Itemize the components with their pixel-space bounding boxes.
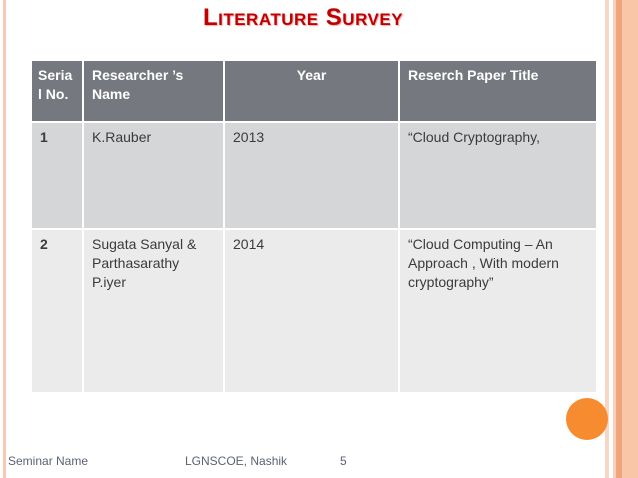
header-paper-title: Reserch Paper Title bbox=[398, 59, 598, 123]
orange-circle-decoration bbox=[566, 398, 608, 440]
header-researcher-name: Researcher ’s Name bbox=[82, 59, 225, 123]
cell-serial: 1 bbox=[30, 121, 84, 230]
footer-seminar-name: Seminar Name bbox=[8, 454, 89, 468]
title-container: Literature Survey bbox=[0, 4, 606, 32]
cell-paper-title: “Cloud Cryptography, bbox=[398, 121, 598, 230]
right-accent-stripe-4 bbox=[622, 0, 638, 478]
cell-year: 2013 bbox=[223, 121, 400, 230]
cell-serial: 2 bbox=[30, 228, 84, 394]
header-year: Year bbox=[223, 59, 400, 123]
table-row: 1 K.Rauber 2013 “Cloud Cryptography, bbox=[30, 121, 598, 230]
right-accent-stripe-3 bbox=[616, 0, 622, 478]
footer-institute: LGNSCOE, Nashik bbox=[185, 454, 288, 468]
right-accent-stripe-1 bbox=[605, 0, 609, 478]
header-serial-no: Seria l No. bbox=[30, 59, 84, 123]
cell-researcher: K.Rauber bbox=[82, 121, 225, 230]
left-accent-stripe bbox=[3, 0, 6, 478]
page-title: Literature Survey bbox=[202, 4, 404, 31]
cell-researcher: Sugata Sanyal & Parthasarathy P.iyer bbox=[82, 228, 225, 394]
table-row: 2 Sugata Sanyal & Parthasarathy P.iyer 2… bbox=[30, 228, 598, 394]
right-accent-stripe-2 bbox=[613, 0, 616, 478]
footer-page-number: 5 bbox=[340, 454, 347, 468]
cell-year: 2014 bbox=[223, 228, 400, 394]
table-header-row: Seria l No. Researcher ’s Name Year Rese… bbox=[30, 59, 598, 123]
literature-survey-table: Seria l No. Researcher ’s Name Year Rese… bbox=[30, 59, 598, 394]
cell-paper-title: “Cloud Computing – An Approach , With mo… bbox=[398, 228, 598, 394]
